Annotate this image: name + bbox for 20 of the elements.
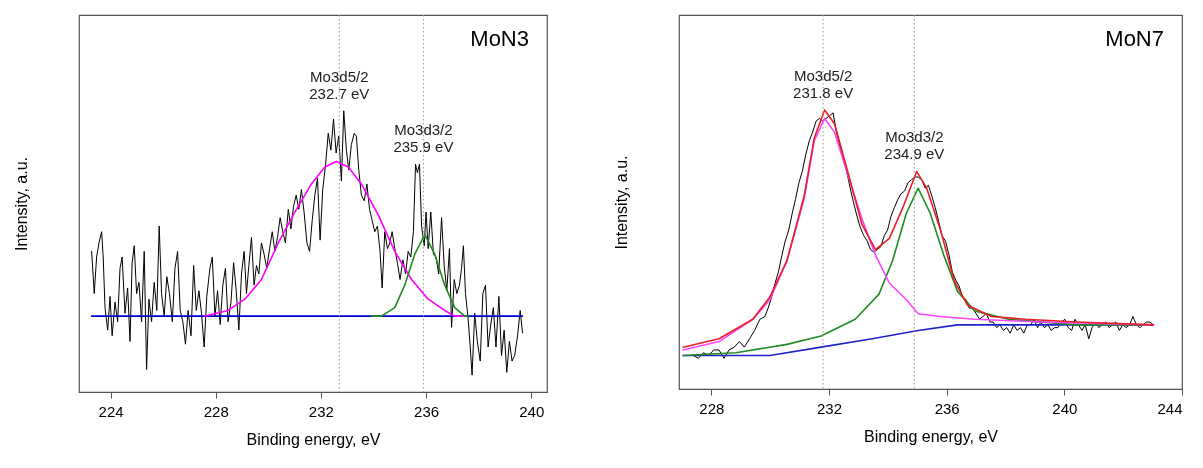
x-tick-label: 244 [1157, 399, 1183, 417]
x-tick-label: 228 [699, 399, 725, 417]
x-tick-label: 236 [414, 402, 440, 420]
x-tick-label: 236 [934, 399, 960, 417]
chart-title: MoN7 [1105, 26, 1164, 51]
x-tick-label: 232 [308, 402, 334, 420]
x-tick-label: 228 [203, 402, 229, 420]
chart-title: MoN3 [470, 26, 529, 51]
x-tick-label: 224 [98, 402, 124, 420]
y-axis-title: Intensity, a.u. [12, 157, 30, 251]
text: Mo3d5/2 232.7 eV [309, 67, 370, 102]
x-tick-label: 232 [817, 399, 843, 417]
x-axis-title: Binding energy, eV [246, 430, 381, 448]
annotation: Mo3d3/2 235.9 eV [393, 121, 454, 156]
x-tick-label: 240 [1052, 399, 1078, 417]
x-axis-title: Binding energy, eV [863, 427, 999, 445]
x-tick-label: 240 [519, 402, 545, 420]
y-axis-title: Intensity, a.u. [612, 155, 630, 250]
text: Mo3d5/2 231.8 eV [793, 67, 854, 102]
annotation: Mo3d3/2 234.9 eV [884, 128, 945, 163]
